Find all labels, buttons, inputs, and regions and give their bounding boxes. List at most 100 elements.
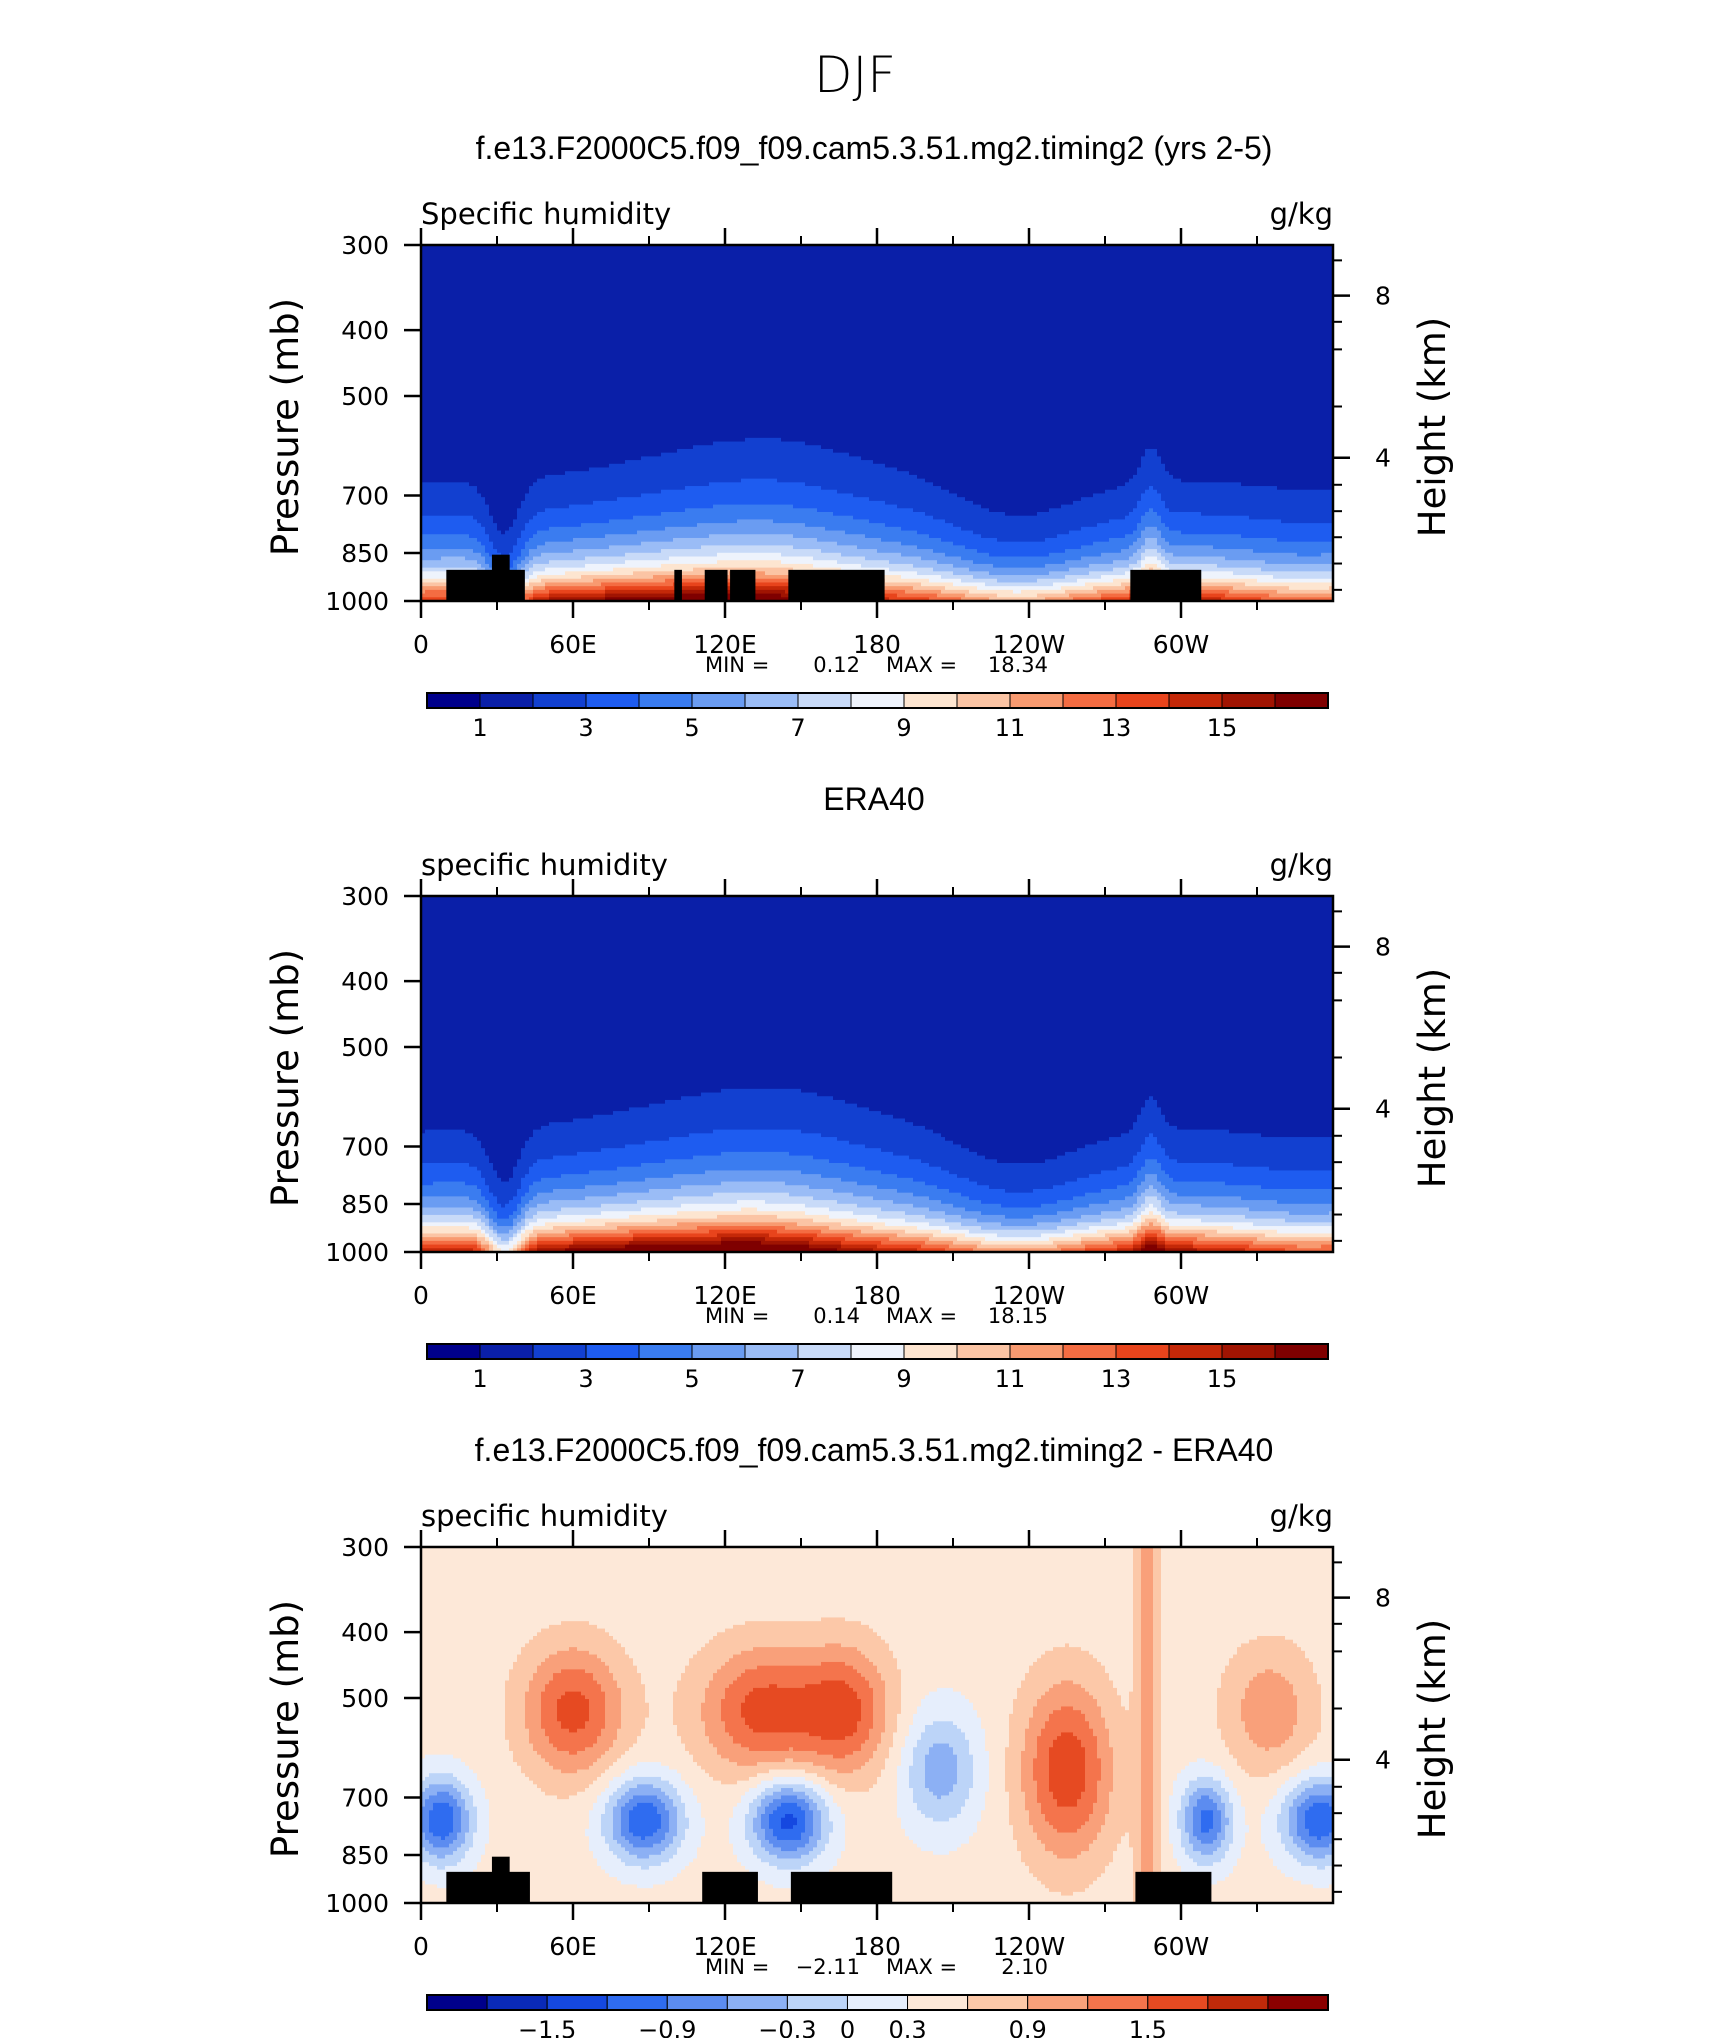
colorbar-swatch xyxy=(903,692,958,709)
y-tick-label: 850 xyxy=(341,1190,389,1219)
y-tick-label: 500 xyxy=(341,1033,389,1062)
colorbar-swatch xyxy=(426,692,481,709)
orography-block xyxy=(702,1871,758,1903)
colorbar-label: 1 xyxy=(472,714,487,742)
height-tick-label: 8 xyxy=(1375,1584,1391,1613)
y-tick-label: 850 xyxy=(341,1841,389,1870)
orography-block xyxy=(491,1856,510,1903)
x-tick-label: 120E xyxy=(693,1932,757,1961)
colorbar-frame xyxy=(426,1343,1329,1360)
colorbar-swatch xyxy=(744,1343,799,1360)
x-tick-label: 180 xyxy=(853,630,901,659)
y-tick-label: 300 xyxy=(341,231,389,260)
orography-block xyxy=(1135,1871,1212,1903)
colorbar-swatch xyxy=(797,1343,852,1360)
x-tick-label: 180 xyxy=(853,1281,901,1310)
colorbar-swatch xyxy=(1207,1994,1269,2011)
colorbar-swatch xyxy=(1062,692,1117,709)
colorbar-label: 0.9 xyxy=(1009,2016,1047,2038)
colorbar-label: 15 xyxy=(1207,1365,1238,1393)
x-tick-label: 0 xyxy=(413,1932,429,1961)
colorbar-label: 7 xyxy=(790,1365,805,1393)
panel-title: f.e13.F2000C5.f09_f09.cam5.3.51.mg2.timi… xyxy=(476,130,1273,166)
x-tick-label: 60W xyxy=(1153,1281,1210,1310)
y-tick-label: 300 xyxy=(341,1533,389,1562)
height-tick-label: 4 xyxy=(1375,444,1391,473)
colorbar-swatch xyxy=(1267,1994,1329,2011)
colorbar: 1 3 5 7 9 11 13 15 xyxy=(426,1343,1329,1393)
min-label: MIN = xyxy=(705,653,769,677)
x-tick-label: 60W xyxy=(1153,630,1210,659)
variable-label: Specific humidity xyxy=(421,197,671,231)
colorbar: −1.5 −0.9 −0.3 0 0.3 0.9 1.5 xyxy=(426,1994,1329,2038)
colorbar-swatch xyxy=(850,1343,905,1360)
colorbar-swatch xyxy=(797,692,852,709)
y-tick-label: 1000 xyxy=(325,1889,389,1918)
max-value: 18.15 xyxy=(988,1304,1048,1328)
colorbar-label: 9 xyxy=(896,714,911,742)
colorbar-swatch xyxy=(1274,1343,1329,1360)
x-tick-label: 0 xyxy=(413,1281,429,1310)
colorbar-label: −0.3 xyxy=(758,2016,816,2038)
x-tick-label: 120W xyxy=(993,630,1065,659)
colorbar-label: 1.5 xyxy=(1129,2016,1167,2038)
colorbar-label: −0.9 xyxy=(638,2016,696,2038)
colorbar-label: 11 xyxy=(995,714,1026,742)
height-tick-label: 8 xyxy=(1375,933,1391,962)
min-value: 0.12 xyxy=(813,653,860,677)
colorbar-label: −1.5 xyxy=(518,2016,576,2038)
colorbar-swatch xyxy=(846,1994,909,2011)
colorbar-label: 13 xyxy=(1101,1365,1132,1393)
max-label: MAX = xyxy=(886,1304,957,1328)
colorbar-swatch xyxy=(546,1994,608,2011)
y-tick-label: 1000 xyxy=(325,1238,389,1267)
x-tick-label: 60E xyxy=(549,1932,597,1961)
y-axis-title: Pressure (mb) xyxy=(264,298,307,556)
min-value: −2.11 xyxy=(796,1955,860,1979)
contour-field xyxy=(421,1547,1334,1904)
contour-field xyxy=(421,896,1334,1253)
max-label: MAX = xyxy=(886,653,957,677)
max-value: 18.34 xyxy=(988,653,1048,677)
colorbar-swatch xyxy=(956,692,1011,709)
colorbar-label: 15 xyxy=(1207,714,1238,742)
y-axis-title: Pressure (mb) xyxy=(264,1600,307,1858)
colorbar-swatch xyxy=(1274,692,1329,709)
colorbar-swatch xyxy=(479,1343,534,1360)
colorbar-label: 3 xyxy=(578,1365,593,1393)
colorbar-label: 7 xyxy=(790,714,805,742)
variable-label: specific humidity xyxy=(421,1499,668,1533)
colorbar-swatch xyxy=(532,692,587,709)
colorbar-frame xyxy=(426,1994,1329,2011)
height-tick-label: 8 xyxy=(1375,282,1391,311)
variable-label: specific humidity xyxy=(421,848,668,882)
x-tick-label: 120W xyxy=(993,1281,1065,1310)
orography-block xyxy=(730,569,756,601)
colorbar-swatch xyxy=(1009,1343,1064,1360)
min-label: MIN = xyxy=(705,1955,769,1979)
colorbar-swatch xyxy=(744,692,799,709)
y-tick-label: 500 xyxy=(341,1684,389,1713)
orography-block xyxy=(788,569,885,601)
colorbar: 1 3 5 7 9 11 13 15 xyxy=(426,692,1329,742)
colorbar-label: 1 xyxy=(472,1365,487,1393)
colorbar-swatch xyxy=(532,1343,587,1360)
colorbar-label: 11 xyxy=(995,1365,1026,1393)
colorbar-label: 0 xyxy=(840,2016,855,2038)
orography-block xyxy=(491,554,510,601)
y-tick-label: 850 xyxy=(341,539,389,568)
panel-title: f.e13.F2000C5.f09_f09.cam5.3.51.mg2.timi… xyxy=(475,1432,1274,1468)
orography-block xyxy=(674,569,682,601)
colorbar-swatch xyxy=(691,1343,746,1360)
colorbar-swatch xyxy=(1147,1994,1209,2011)
max-value: 2.10 xyxy=(1001,1955,1048,1979)
y-tick-label: 700 xyxy=(341,1784,389,1813)
colorbar-swatch xyxy=(903,1343,958,1360)
x-tick-label: 60E xyxy=(549,1281,597,1310)
x-tick-label: 120E xyxy=(693,630,757,659)
y-axis-title-right: Height (km) xyxy=(1411,968,1454,1188)
colorbar-swatch xyxy=(1009,692,1064,709)
x-tick-label: 0 xyxy=(413,630,429,659)
colorbar-label: 9 xyxy=(896,1365,911,1393)
